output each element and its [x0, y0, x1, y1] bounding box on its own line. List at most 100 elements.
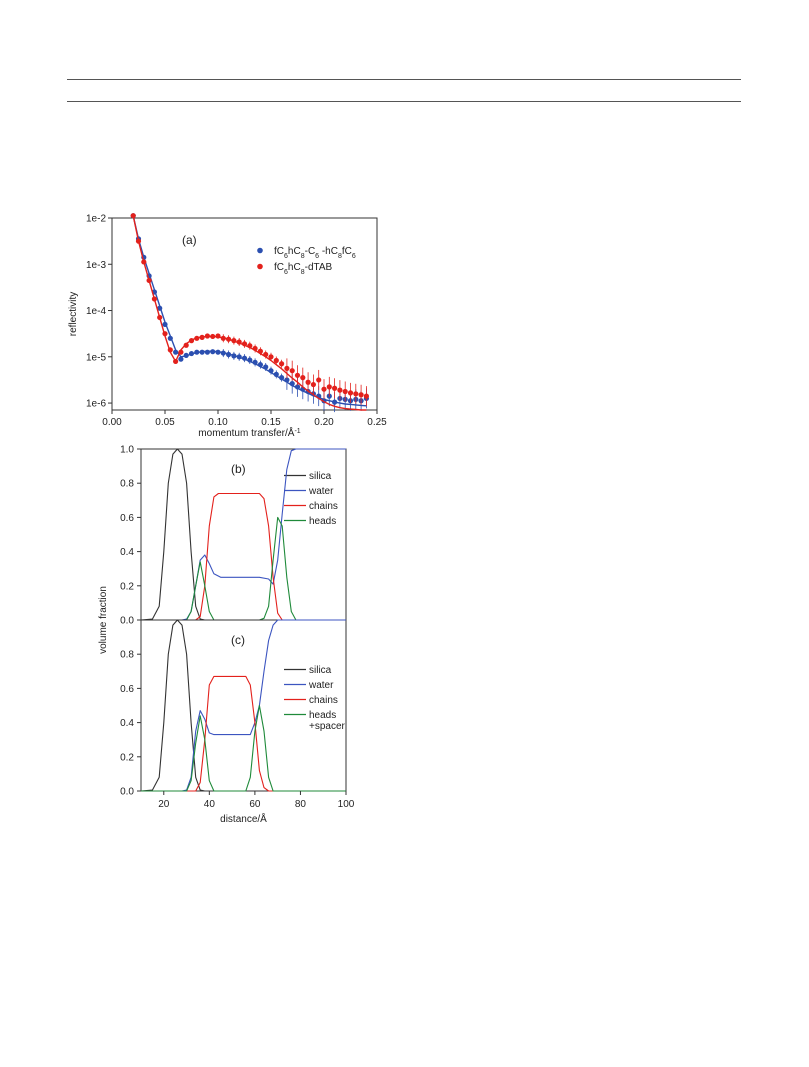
data-point [294, 384, 301, 390]
profile-line-silica [140, 619, 346, 792]
data-point [241, 341, 248, 347]
profile-line-heads [141, 516, 346, 621]
y-tick-label: 0.0 [120, 616, 134, 627]
data-point [162, 321, 168, 328]
data-point [130, 213, 136, 219]
panel-b: 0.0 0.2 0.4 0.6 0.8 1.0 (b) silica water chains he… [120, 445, 347, 627]
y-tick-label: 1.0 [120, 445, 134, 456]
fit-line-1 [132, 215, 367, 411]
x-tick-label: 80 [295, 799, 307, 810]
x-tick-label: 0.15 [261, 417, 281, 428]
legend-entry: silica [309, 471, 332, 482]
y-tick-label: 1e-2 [86, 214, 106, 225]
data-point [358, 392, 364, 398]
data-point [247, 357, 253, 363]
legend-entry-part: -C [305, 246, 316, 257]
data-point [183, 352, 189, 359]
data-point [194, 335, 200, 341]
data-point [347, 390, 354, 396]
x-tick-label: 100 [338, 799, 355, 810]
panel-label: (b) [231, 462, 246, 476]
x-tick-label: 0.05 [155, 417, 175, 428]
data-point [300, 375, 306, 381]
profile-line-chains [141, 675, 346, 792]
legend-entry-part: fC [274, 246, 284, 257]
y-tick-label: 0.8 [120, 479, 134, 490]
legend-entry-part: 6 [315, 253, 319, 260]
legend-entry: fC6hC8-C6 -hC8fC6 [274, 246, 356, 260]
legend-entry-part: -dTAB [305, 262, 333, 273]
fit-line-0 [132, 215, 367, 407]
data-point [226, 336, 232, 342]
panel-label: (c) [231, 633, 245, 647]
legend-entry: water [308, 486, 334, 497]
data-point [332, 385, 338, 391]
data-point [284, 377, 290, 383]
profile-line-water [141, 619, 346, 792]
legend-entry: chains [309, 501, 338, 512]
x-axis-label: distance/Å [220, 812, 267, 825]
data-point [363, 393, 369, 399]
data-point [284, 365, 290, 371]
panel-label: (a) [182, 233, 197, 247]
legend-marker [257, 247, 263, 254]
data-point [252, 359, 258, 365]
x-tick-label: 0.10 [208, 417, 228, 428]
data-point [268, 368, 274, 374]
data-point [220, 350, 226, 356]
profile-line-chains [141, 492, 346, 621]
data-point [167, 347, 173, 353]
data-point [289, 381, 295, 387]
data-point [257, 348, 263, 354]
data-point [257, 362, 263, 368]
panel-c: 0.0 0.2 0.4 0.6 0.8 (c) silica water chains heads… [120, 619, 355, 825]
data-point [337, 387, 343, 393]
legend-entry: heads [309, 710, 336, 721]
x-tick-label: 0.20 [314, 417, 334, 428]
data-point [353, 391, 359, 397]
data-point [151, 296, 157, 302]
data-point [178, 349, 184, 355]
x-axis-label: momentum transfer/Å-1 [198, 426, 300, 439]
data-point [157, 314, 163, 321]
data-point [141, 259, 147, 265]
data-point [321, 386, 327, 392]
data-point [279, 375, 285, 381]
data-point [326, 384, 332, 390]
legend-entry-part: 8 [301, 269, 305, 276]
legend-marker [257, 263, 263, 270]
data-point [279, 361, 285, 367]
data-point [162, 331, 168, 337]
y-tick-label: 0.6 [120, 684, 134, 695]
panel-a: 0.00 0.05 0.10 0.15 0.20 0.25 1e-2 1e-3 1e-4 1e-5… [68, 213, 387, 439]
data-point [220, 335, 226, 341]
data-point [135, 238, 142, 244]
data-point [194, 349, 200, 355]
data-point [178, 356, 184, 362]
panel-a-frame [111, 217, 378, 411]
data-point [273, 371, 279, 377]
legend-entry: water [308, 680, 334, 691]
y-tick-label: 0.6 [120, 513, 134, 524]
header-rule-bottom [67, 101, 741, 102]
data-point [226, 351, 232, 358]
y-tick-label: 0.0 [120, 787, 134, 798]
data-point [146, 277, 152, 284]
data-point [241, 355, 248, 361]
data-point [188, 350, 195, 357]
y-tick-label: 1e-5 [86, 352, 106, 363]
x-tick-label: 20 [158, 799, 170, 810]
x-tick-label: 0.00 [102, 417, 122, 428]
data-point [310, 381, 316, 388]
data-point [305, 379, 311, 385]
data-point [236, 339, 242, 345]
y-axis-label: reflectivity [68, 292, 79, 336]
data-point [157, 305, 163, 311]
data-point [263, 364, 269, 370]
data-point [215, 333, 221, 339]
data-point [247, 343, 253, 349]
data-point [183, 342, 189, 348]
data-point [199, 334, 205, 340]
legend-entry-part: 8 [338, 253, 342, 260]
x-tick-label: 0.25 [367, 417, 387, 428]
